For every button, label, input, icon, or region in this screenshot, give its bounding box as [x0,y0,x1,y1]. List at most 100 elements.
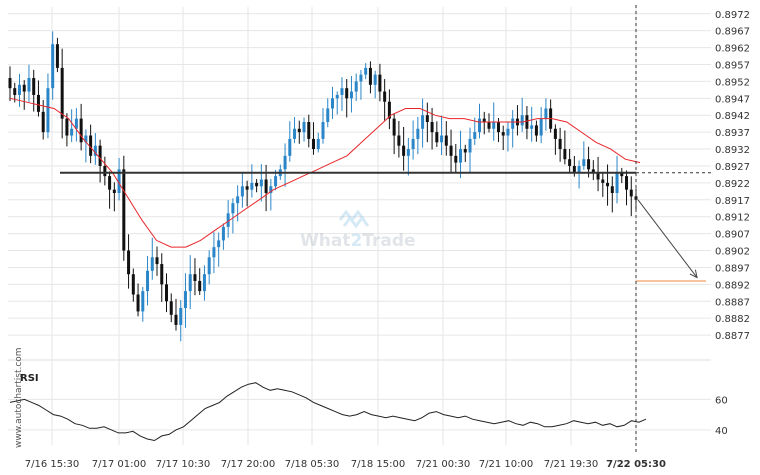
time-tick-label: 7/22 05:30 [606,459,666,470]
candle-body [558,138,562,150]
price-tick-label: 0.8922 [715,179,750,190]
candle-body [501,132,505,136]
price-tick-label: 0.8942 [715,111,750,122]
candle-body [316,138,320,150]
price-tick-label: 0.8937 [715,128,750,139]
rsi-line [9,382,647,442]
candle-body [17,84,21,95]
candle-body [240,186,244,197]
candle-body [620,172,624,177]
candle-body [55,44,59,68]
candle-body [568,159,572,166]
candle-body [572,165,576,173]
candle-body [183,291,187,309]
candle-body [354,81,358,92]
candle-body [231,203,235,214]
candle-body [392,118,396,136]
price-tick-label: 0.8972 [715,10,750,21]
time-tick-label: 7/17 01:00 [92,459,146,470]
candle-body [136,294,140,312]
time-tick-label: 7/18 15:00 [351,459,405,470]
candle-body [321,122,325,139]
candle-body [373,74,377,85]
candle-body [293,128,297,139]
price-tick-label: 0.8967 [715,27,750,38]
chart-grid [8,7,711,445]
candle-body [84,135,88,143]
price-tick-label: 0.8917 [715,196,750,207]
price-tick-label: 0.8892 [715,280,750,291]
candle-body [468,138,472,153]
candle-body [539,118,543,136]
candle-body [402,145,406,156]
candle-body [449,145,453,156]
arrow-head-icon [689,269,698,279]
candle-body [150,257,154,271]
time-tick-label: 7/17 20:00 [221,459,275,470]
candle-body [207,257,211,275]
candle-body [454,155,458,163]
candle-body [22,84,26,92]
candle-body [8,78,12,89]
candle-body [312,138,316,150]
price-axis: 0.8972 0.8967 0.8962 0.8957 0.8952 0.8947 0.89… [715,10,750,342]
candle-body [440,135,444,143]
candle-body [368,67,372,85]
candle-body [378,74,382,92]
candle-body [553,128,557,139]
time-tick-label: 7/18 05:30 [285,459,339,470]
candle-body [193,274,197,281]
candle-body [245,186,249,190]
candle-body [160,264,164,285]
candle-body [198,280,202,292]
candle-body [32,78,36,95]
candle-body [349,91,353,99]
candle-body [345,88,349,99]
candle-body [326,108,330,122]
rsi-tick-label: 40 [715,426,728,437]
time-tick-label: 7/17 10:30 [156,459,210,470]
candle-body [127,250,131,275]
price-tick-label: 0.8957 [715,61,750,72]
candle-body [406,149,410,156]
candle-body [387,101,391,119]
candle-body [103,165,107,177]
candle-body [108,176,112,190]
candle-body [530,125,534,129]
candle-body [459,149,463,163]
candle-body [79,118,83,143]
candle-body [463,149,467,153]
candle-body [217,240,221,248]
candle-body [297,128,301,133]
watermark-logo-icon [338,209,370,229]
price-tick-label: 0.8912 [715,213,750,224]
candle-body [606,182,610,187]
moving-average-line [9,97,641,248]
candle-body [117,169,121,194]
candle-body [587,159,591,170]
time-tick-label: 7/16 15:30 [25,459,79,470]
candle-body [70,128,74,136]
candle-body [544,108,548,119]
candle-body [596,172,600,180]
price-tick-label: 0.8932 [715,145,750,156]
price-tick-label: 0.8897 [715,263,750,274]
candle-body [610,186,614,194]
candle-body [65,118,69,136]
candle-body [582,159,586,166]
candle-body [60,67,64,119]
candle-body [155,257,159,265]
candle-body [131,274,135,295]
candle-body [255,182,259,187]
candle-body [330,98,334,109]
price-tick-label: 0.8927 [715,162,750,173]
candle-body [359,74,363,82]
forecast-arrow [637,199,698,278]
candle-body [174,314,178,325]
candle-body [473,132,477,139]
rsi-tick-label: 60 [715,395,728,406]
watermark-text: What2Trade [300,231,416,251]
candle-body [74,118,78,129]
watermark: What2Trade [300,209,416,251]
